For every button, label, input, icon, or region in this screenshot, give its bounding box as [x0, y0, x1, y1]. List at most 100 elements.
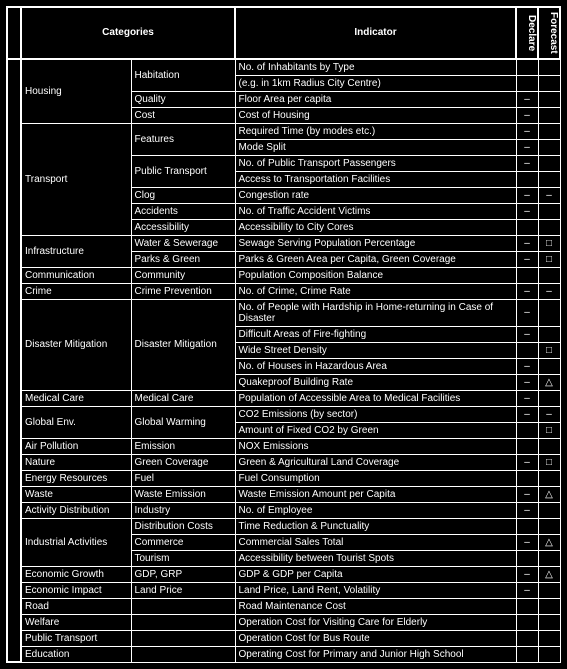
declare-cell: [516, 550, 538, 566]
category-1: Welfare: [21, 614, 131, 630]
forecast-cell: [538, 614, 560, 630]
header-declare: Declare: [516, 7, 538, 59]
forecast-cell: □: [538, 251, 560, 267]
declare-cell: [516, 598, 538, 614]
declare-cell: –: [516, 203, 538, 219]
indicator-cell: Access to Transportation Facilities: [235, 171, 516, 187]
table-row: CrimeCrime PreventionNo. of Crime, Crime…: [7, 283, 560, 299]
category-2: Medical Care: [131, 390, 235, 406]
forecast-cell: [538, 630, 560, 646]
forecast-cell: [538, 550, 560, 566]
category-2: Accessibility: [131, 219, 235, 235]
table-row: Air PollutionEmissionNOX Emissions: [7, 438, 560, 454]
declare-cell: [516, 614, 538, 630]
declare-cell: [516, 171, 538, 187]
declare-cell: –: [516, 155, 538, 171]
indicator-cell: Difficult Areas of Fire-fighting: [235, 326, 516, 342]
indicator-cell: Population of Accessible Area to Medical…: [235, 390, 516, 406]
forecast-cell: [538, 203, 560, 219]
indicator-cell: CO2 Emissions (by sector): [235, 406, 516, 422]
indicator-cell: Floor Area per capita: [235, 91, 516, 107]
category-1: Economic Growth: [21, 566, 131, 582]
table-row: Public TransportOperation Cost for Bus R…: [7, 630, 560, 646]
indicator-table: Field Categories Indicator Declare Forec…: [6, 6, 561, 663]
declare-cell: [516, 422, 538, 438]
category-1: Medical Care: [21, 390, 131, 406]
indicator-cell: GDP & GDP per Capita: [235, 566, 516, 582]
table-row: Energy ResourcesFuelFuel Consumption: [7, 470, 560, 486]
category-1: Global Env.: [21, 406, 131, 438]
category-2: Features: [131, 123, 235, 155]
forecast-cell: [538, 59, 560, 76]
indicator-cell: Sewage Serving Population Percentage: [235, 235, 516, 251]
indicator-cell: Congestion rate: [235, 187, 516, 203]
indicator-cell: Commercial Sales Total: [235, 534, 516, 550]
forecast-cell: [538, 75, 560, 91]
declare-cell: –: [516, 283, 538, 299]
category-1: Waste: [21, 486, 131, 502]
category-2: [131, 614, 235, 630]
indicator-cell: No. of Employee: [235, 502, 516, 518]
declare-cell: –: [516, 326, 538, 342]
indicator-cell: Fuel Consumption: [235, 470, 516, 486]
table-row: CommunicationCommunityPopulation Composi…: [7, 267, 560, 283]
declare-cell: –: [516, 406, 538, 422]
category-2: Fuel: [131, 470, 235, 486]
category-1: Air Pollution: [21, 438, 131, 454]
forecast-cell: [538, 358, 560, 374]
declare-cell: [516, 75, 538, 91]
table-row: Economic GrowthGDP, GRPGDP & GDP per Cap…: [7, 566, 560, 582]
indicator-cell: Parks & Green Area per Capita, Green Cov…: [235, 251, 516, 267]
category-2: Community: [131, 267, 235, 283]
indicator-cell: No. of Houses in Hazardous Area: [235, 358, 516, 374]
table-row: Global Env.Global WarmingCO2 Emissions (…: [7, 406, 560, 422]
declare-cell: [516, 438, 538, 454]
category-1: Transport: [21, 123, 131, 235]
table-row: Economic ImpactLand PriceLand Price, Lan…: [7, 582, 560, 598]
declare-cell: –: [516, 502, 538, 518]
forecast-cell: □: [538, 422, 560, 438]
table-row: Activity DistributionIndustryNo. of Empl…: [7, 502, 560, 518]
forecast-cell: –: [538, 187, 560, 203]
forecast-cell: [538, 155, 560, 171]
indicator-cell: No. of Inhabitants by Type: [235, 59, 516, 76]
table-row: InfrastructureWater & SewerageSewage Ser…: [7, 235, 560, 251]
declare-cell: –: [516, 299, 538, 326]
category-2: GDP, GRP: [131, 566, 235, 582]
indicator-cell: Time Reduction & Punctuality: [235, 518, 516, 534]
category-1: Nature: [21, 454, 131, 470]
forecast-cell: [538, 219, 560, 235]
indicator-cell: Accessibility to City Cores: [235, 219, 516, 235]
declare-cell: [516, 219, 538, 235]
declare-cell: –: [516, 123, 538, 139]
indicator-cell: No. of People with Hardship in Home-retu…: [235, 299, 516, 326]
declare-cell: –: [516, 358, 538, 374]
forecast-cell: [538, 326, 560, 342]
header-indicator: Indicator: [235, 7, 516, 59]
indicator-cell: Land Price, Land Rent, Volatility: [235, 582, 516, 598]
table-row: WasteWaste EmissionWaste Emission Amount…: [7, 486, 560, 502]
table-row: TransportFeaturesRequired Time (by modes…: [7, 123, 560, 139]
forecast-cell: □: [538, 342, 560, 358]
category-1: Activity Distribution: [21, 502, 131, 518]
category-2: Parks & Green: [131, 251, 235, 267]
declare-cell: –: [516, 486, 538, 502]
forecast-cell: △: [538, 374, 560, 390]
indicator-cell: Accessibility between Tourist Spots: [235, 550, 516, 566]
declare-cell: –: [516, 534, 538, 550]
category-2: [131, 646, 235, 662]
indicator-cell: Green & Agricultural Land Coverage: [235, 454, 516, 470]
indicator-cell: (e.g. in 1km Radius City Centre): [235, 75, 516, 91]
forecast-cell: △: [538, 566, 560, 582]
category-2: Tourism: [131, 550, 235, 566]
category-1: Industrial Activities: [21, 518, 131, 566]
declare-cell: –: [516, 91, 538, 107]
indicator-cell: Quakeproof Building Rate: [235, 374, 516, 390]
indicator-cell: Road Maintenance Cost: [235, 598, 516, 614]
indicator-cell: Waste Emission Amount per Capita: [235, 486, 516, 502]
indicator-cell: Operation Cost for Visiting Care for Eld…: [235, 614, 516, 630]
declare-cell: –: [516, 139, 538, 155]
forecast-cell: [538, 123, 560, 139]
table-row: Industrial ActivitiesDistribution CostsT…: [7, 518, 560, 534]
forecast-cell: –: [538, 406, 560, 422]
